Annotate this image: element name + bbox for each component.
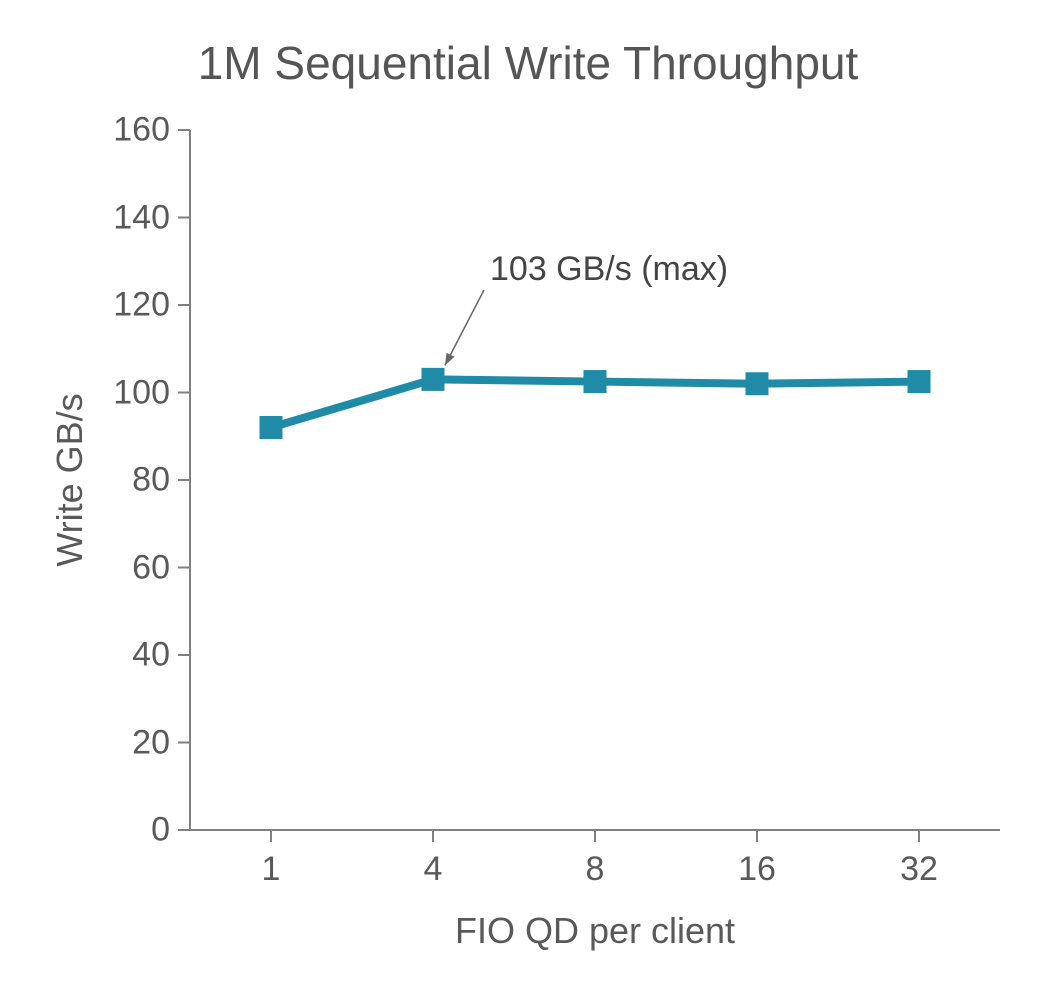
series-marker bbox=[908, 371, 930, 393]
chart-container: 1M Sequential Write Throughput Write GB/… bbox=[0, 0, 1056, 990]
x-tick-label: 1 bbox=[262, 850, 281, 889]
y-tick-label: 0 bbox=[151, 811, 170, 850]
y-tick-label: 100 bbox=[113, 373, 170, 412]
y-tick-label: 40 bbox=[132, 636, 170, 675]
series-marker bbox=[422, 368, 444, 390]
y-tick-label: 60 bbox=[132, 548, 170, 587]
series-marker bbox=[584, 371, 606, 393]
y-tick-label: 20 bbox=[132, 723, 170, 762]
x-tick-label: 4 bbox=[424, 850, 443, 889]
y-tick-label: 80 bbox=[132, 461, 170, 500]
series-marker bbox=[746, 373, 768, 395]
x-tick-label: 16 bbox=[738, 850, 776, 889]
series-marker bbox=[260, 417, 282, 439]
y-tick-label: 120 bbox=[113, 286, 170, 325]
annotation-arrow bbox=[445, 290, 484, 365]
y-tick-label: 140 bbox=[113, 198, 170, 237]
x-tick-label: 32 bbox=[900, 850, 938, 889]
y-tick-label: 160 bbox=[113, 111, 170, 150]
x-tick-label: 8 bbox=[586, 850, 605, 889]
